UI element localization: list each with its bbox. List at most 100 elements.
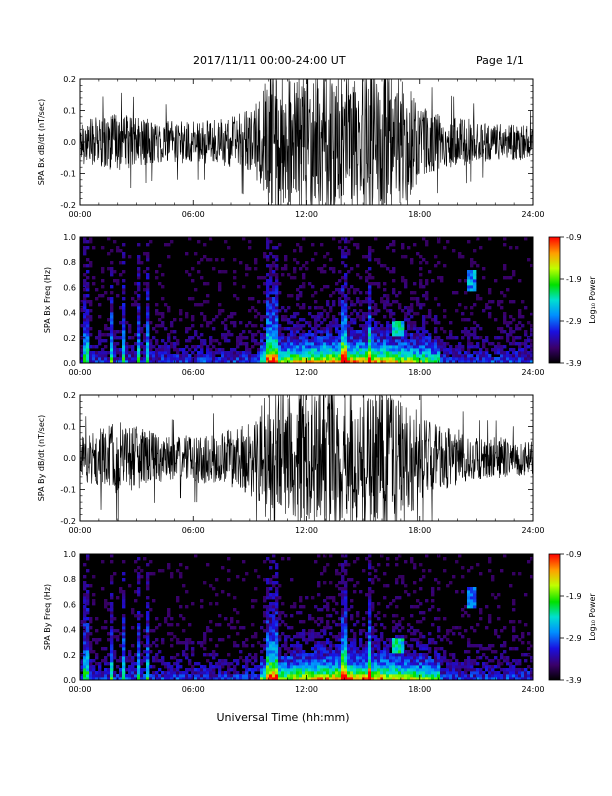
spectrogram-cell [386,246,389,249]
spectrogram-cell [338,581,341,584]
spectrogram-cell [236,671,239,674]
spectrogram-cell [329,333,332,336]
spectrogram-cell [386,644,389,647]
spectrogram-cell [398,629,401,632]
spectrogram-cell [308,674,311,677]
spectrogram-cell [515,671,518,674]
y-tick-label: 0.0 [63,359,76,368]
spectrogram-cell [137,632,140,635]
spectrogram-cell [323,357,326,360]
spectrogram-cell [326,638,329,641]
spectrogram-cell [503,641,506,644]
spectrogram-cell [407,306,410,309]
spectrogram-cell [374,569,377,572]
spectrogram-cell [110,644,113,647]
spectrogram-cell [272,653,275,656]
spectrogram-cell [263,252,266,255]
spectrogram-cell [473,327,476,330]
spectrogram-cell [119,590,122,593]
spectrogram-cell [272,626,275,629]
spectrogram-cell [419,279,422,282]
spectrogram-cell [305,665,308,668]
spectrogram-cell [368,357,371,360]
spectrogram-cell [104,605,107,608]
spectrogram-cell [386,294,389,297]
spectrogram-cell [137,650,140,653]
spectrogram-cell [179,641,182,644]
spectrogram-cell [428,309,431,312]
spectrogram-cell [389,243,392,246]
spectrogram-cell [296,635,299,638]
spectrogram-cell [434,327,437,330]
spectrogram-cell [401,575,404,578]
spectrogram-cell [275,668,278,671]
spectrogram-cell [410,659,413,662]
spectrogram-cell [275,246,278,249]
spectrogram-cell [326,623,329,626]
spectrogram-cell [83,671,86,674]
spectrogram-cell [218,285,221,288]
spectrogram-cell [278,291,281,294]
spectrogram-cell [521,324,524,327]
spectrogram-cell [362,351,365,354]
spectrogram-cell [275,608,278,611]
spectrogram-cell [365,659,368,662]
spectrogram-cell [374,662,377,665]
spectrogram-cell [416,312,419,315]
spectrogram-cell [428,333,431,336]
spectrogram-cell [371,318,374,321]
spectrogram-cell [293,336,296,339]
spectrogram-cell [158,659,161,662]
spectrogram-cell [314,327,317,330]
spectrogram-cell [269,617,272,620]
spectrogram-cell [341,611,344,614]
header-date-range: 2017/11/11 00:00-24:00 UT [193,54,346,67]
spectrogram-cell [197,351,200,354]
spectrogram-cell [83,354,86,357]
spectrogram-cell [395,357,398,360]
spectrogram-cell [275,575,278,578]
spectrogram-cell [413,357,416,360]
spectrogram-cell [107,671,110,674]
spectrogram-cell [158,674,161,677]
spectrogram-cell [122,659,125,662]
spectrogram-cell [293,330,296,333]
spectrogram-cell [200,354,203,357]
spectrogram-cell [221,662,224,665]
spectrogram-cell [194,554,197,557]
spectrogram-cell [359,318,362,321]
spectrogram-cell [149,560,152,563]
spectrogram-cell [302,629,305,632]
spectrogram-cell [353,590,356,593]
spectrogram-cell [254,342,257,345]
spectrogram-cell [509,330,512,333]
spectrogram-cell [401,617,404,620]
spectrogram-cell [128,668,131,671]
spectrogram-cell [134,653,137,656]
spectrogram-cell [296,327,299,330]
spectrogram-cell [92,593,95,596]
spectrogram-cell [125,656,128,659]
spectrogram-cell [260,315,263,318]
spectrogram-cell [509,665,512,668]
y-tick-label: 1.0 [63,233,76,242]
spectrogram-cell [422,324,425,327]
spectrogram-cell [359,291,362,294]
spectrogram-cell [401,581,404,584]
spectrogram-cell [356,656,359,659]
spectrogram-cell [392,629,395,632]
spectrogram-cell [434,357,437,360]
spectrogram-cell [194,674,197,677]
spectrogram-cell [416,662,419,665]
spectrogram-cell [227,357,230,360]
spectrogram-cell [182,674,185,677]
spectrogram-cell [335,647,338,650]
spectrogram-cell [368,312,371,315]
spectrogram-cell [167,255,170,258]
spectrogram-cell [278,659,281,662]
spectrogram-cell [113,240,116,243]
spectrogram-cell [389,339,392,342]
spectrogram-cell [317,668,320,671]
spectrogram-cell [170,357,173,360]
